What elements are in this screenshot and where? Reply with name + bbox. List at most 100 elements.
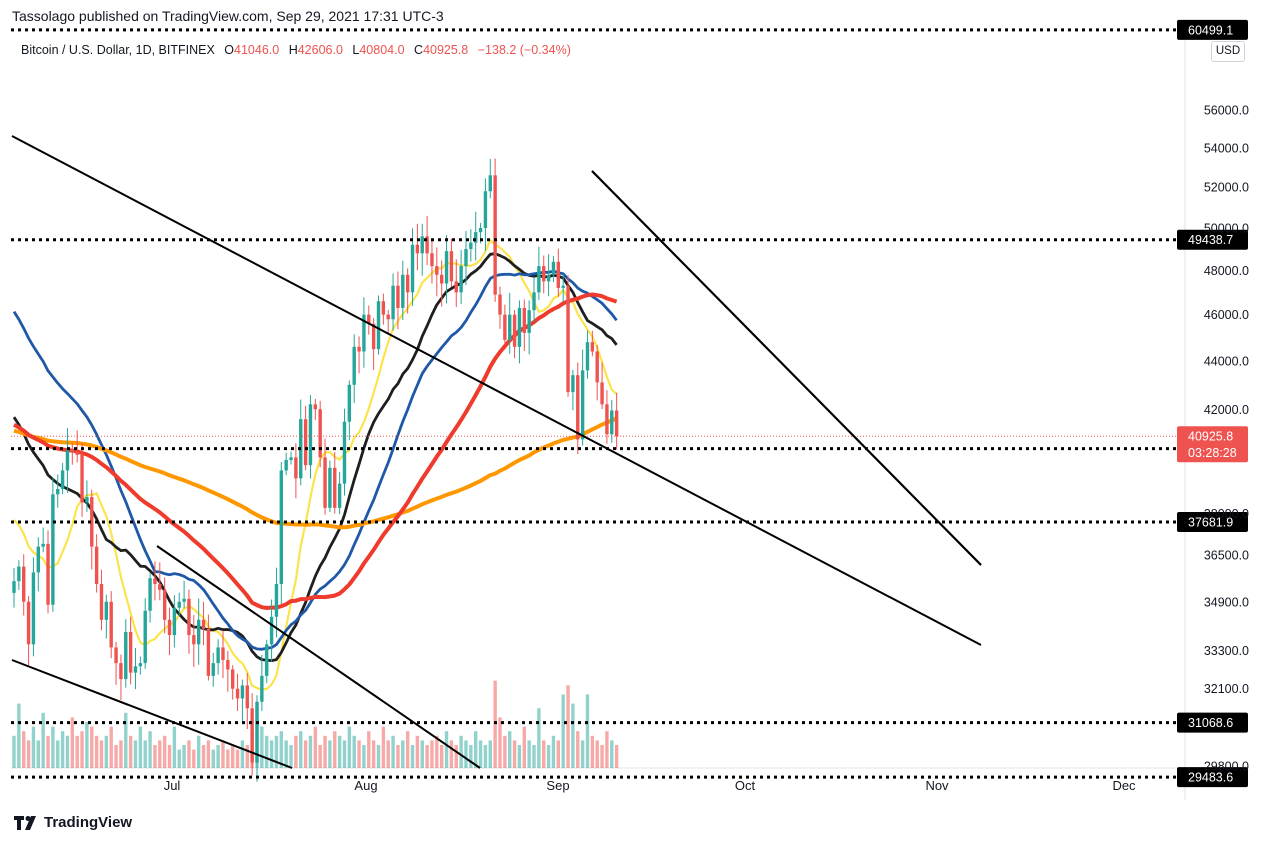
volume-bar (474, 731, 478, 768)
level-price-tag (1177, 712, 1248, 733)
volume-bar (46, 735, 50, 768)
candle-body (459, 266, 463, 293)
candle-body (94, 546, 99, 585)
candle-body (90, 497, 94, 547)
candle-body (527, 310, 531, 333)
volume-bar (352, 735, 356, 768)
candle-body (532, 292, 536, 311)
change-value: −138.2 (−0.34%) (477, 43, 571, 57)
volume-bar (571, 703, 575, 768)
open-value: 41046.0 (234, 43, 280, 57)
time-tick-label: Dec (1112, 778, 1136, 793)
volume-bar (196, 735, 201, 768)
volume-bar (435, 735, 439, 768)
candle-body (12, 581, 16, 593)
candle-body (226, 659, 230, 670)
price-tick-label: 56000.0 (1204, 104, 1249, 118)
candle-body (313, 404, 318, 410)
time-tick-label: Oct (735, 778, 756, 793)
volume-bar (104, 735, 109, 768)
price-chart[interactable]: 60499.149438.740440.037681.931068.629483… (0, 0, 1280, 800)
volume-bar (41, 712, 45, 768)
candle-body (192, 635, 196, 645)
price-tick-label: 34900.0 (1204, 595, 1249, 609)
volume-bar (299, 731, 303, 768)
candle-body (449, 251, 454, 282)
volume-bar (401, 740, 405, 768)
moving-average-line (13, 416, 618, 530)
price-tick-label: 52000.0 (1204, 181, 1249, 195)
candle-body (474, 232, 478, 243)
candlesticks (12, 158, 619, 782)
volume-bar (439, 745, 444, 768)
volume-bar (469, 745, 473, 768)
candle-body (250, 708, 254, 763)
candle-body (571, 375, 575, 393)
currency-button[interactable]: USD (1211, 41, 1245, 62)
volume-bar (279, 731, 283, 768)
tradingview-logo-icon (14, 815, 36, 830)
candle-body (153, 578, 157, 585)
volume-bar (313, 726, 318, 768)
volume-bar (51, 726, 55, 768)
moving-average-line (12, 252, 618, 662)
candle-body (337, 483, 342, 508)
volume-bar (26, 740, 31, 768)
candle-body (595, 351, 599, 383)
volume-bar (148, 731, 152, 768)
volume-bar (90, 726, 94, 768)
volume-bar (425, 745, 429, 768)
candle-body (167, 619, 172, 636)
volume-bar (396, 745, 400, 768)
volume-bar (328, 740, 332, 768)
candle-body (512, 314, 517, 347)
volume-bar (75, 735, 79, 768)
volume-bar (503, 735, 507, 768)
symbol-label[interactable]: Bitcoin / U.S. Dollar, 1D, BITFINEX (21, 43, 215, 57)
volume-bar (158, 740, 162, 768)
candle-body (367, 314, 371, 324)
volume-bar (610, 740, 614, 768)
candle-body (85, 497, 89, 503)
candle-body (255, 701, 259, 763)
ohlc-legend: Bitcoin / U.S. Dollar, 1D, BITFINEX O410… (21, 43, 571, 57)
candle-body (114, 647, 118, 664)
candle-body (104, 601, 109, 620)
volume-bar (211, 749, 215, 768)
volume-bar (561, 694, 565, 768)
candle-body (265, 644, 269, 676)
tradingview-brand[interactable]: TradingView (14, 814, 132, 831)
volume-bar (357, 740, 361, 768)
volume-bar (362, 745, 366, 768)
volume-bar (415, 735, 420, 768)
volume-bar (532, 745, 536, 768)
candle-body (235, 688, 240, 699)
volume-bar (17, 703, 21, 768)
volume-bar (265, 735, 269, 768)
candle-body (60, 470, 65, 489)
candle-body (148, 578, 152, 611)
candle-body (371, 323, 376, 350)
price-tick-label: 54000.0 (1204, 142, 1249, 156)
volume-bar (216, 745, 220, 768)
open-label: O (224, 43, 235, 57)
candle-body (405, 274, 410, 293)
candle-body (420, 236, 424, 254)
price-tick-label: 36500.0 (1204, 549, 1249, 563)
candle-body (464, 249, 468, 267)
candle-body (342, 421, 347, 484)
volume-bar (235, 749, 240, 768)
candle-body (347, 384, 352, 422)
volume-bar (444, 731, 449, 768)
candle-body (99, 584, 104, 620)
volume-bar (430, 740, 434, 768)
level-price-tag (1177, 512, 1248, 533)
level-price-label: 37681.9 (1188, 516, 1233, 530)
volume-bar (226, 749, 230, 768)
candle-body (80, 454, 84, 503)
volume-bar (85, 722, 89, 768)
level-price-tag (1177, 19, 1248, 40)
volume-bar (31, 726, 36, 768)
candle-body (357, 346, 361, 352)
volume-bar (133, 740, 138, 768)
